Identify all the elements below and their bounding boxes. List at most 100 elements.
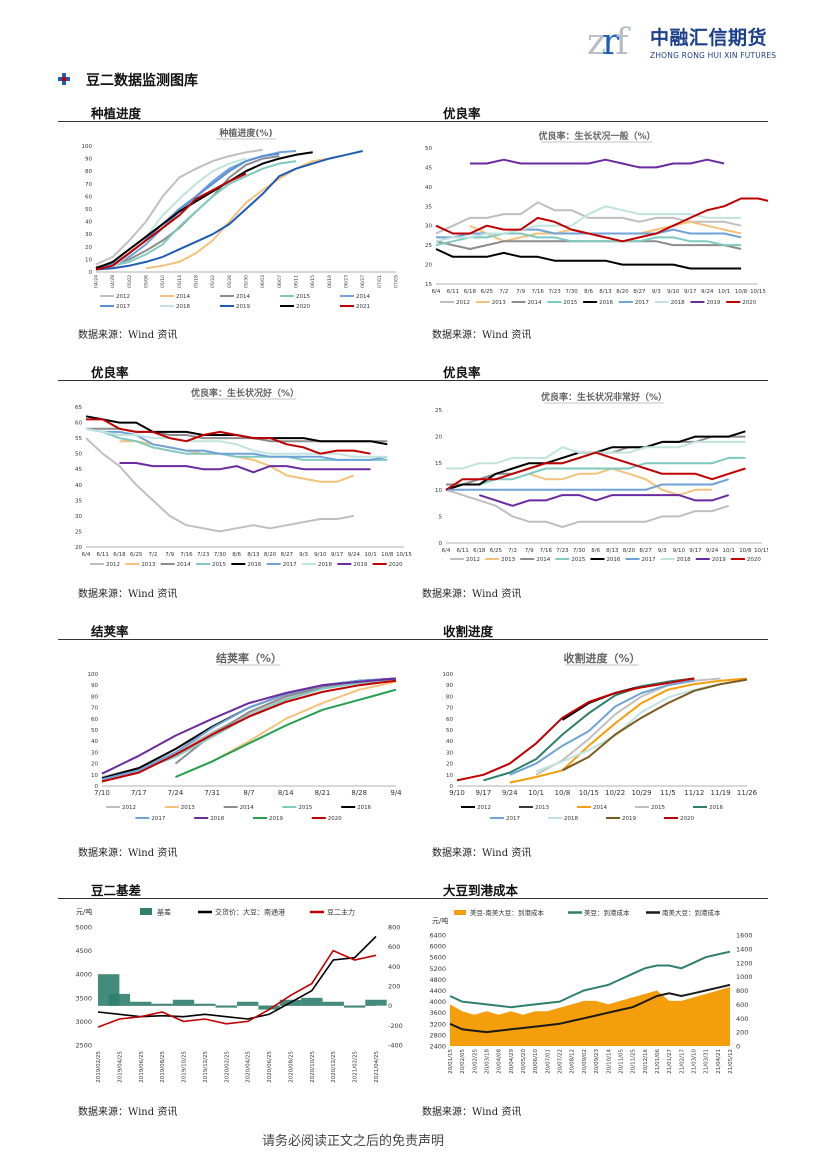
legend-label: 2014: [236, 294, 250, 300]
series-line-2019: [95, 150, 363, 271]
series-line-2016: [483, 677, 695, 782]
x-tick-label: 9/10: [673, 548, 686, 554]
series-line-美豆：到港成本: [449, 950, 731, 1009]
legend-label: 2021: [356, 304, 370, 310]
chart-condition-fair: 优良率：生长状况一般（%） 15 20 25 30 35 40 45 50 6/4 6/11 6/18…: [418, 124, 768, 316]
logo-mark: zrf: [587, 22, 628, 63]
y-tick-label: 35: [75, 498, 82, 504]
y2-tick-label: 600: [736, 1001, 748, 1009]
legend-label: 基差: [157, 908, 171, 917]
x-tick-label: 6/25: [490, 548, 503, 554]
series-line-2012: [445, 488, 730, 528]
legend-label: 2020: [328, 816, 342, 822]
y-tick-label: 4400: [429, 987, 446, 995]
x-tick-label: 9/10: [449, 789, 465, 797]
section-title-condition-excellent: 优良率: [443, 365, 481, 380]
y2-tick-label: -400: [388, 1042, 403, 1050]
y-tick-label: 2800: [429, 1031, 446, 1039]
chart-title: 优良率：生长状况一般（%）: [538, 130, 655, 142]
x-tick-label: 2021/04/25: [374, 1051, 380, 1083]
section-title-planting: 种植进度: [91, 106, 142, 121]
source-note: 数据来源：Wind 资讯: [422, 589, 522, 600]
y-tick-label: 80: [91, 694, 98, 700]
x-tick-label: 9/3: [652, 289, 661, 295]
x-tick-label: 20/09/23: [594, 1049, 600, 1074]
x-tick-label: 06/19: [327, 275, 333, 288]
x-tick-label: 8/27: [633, 289, 646, 295]
x-tick-label: 10/1: [723, 548, 735, 554]
y-tick-label: 60: [91, 717, 98, 723]
y-tick-label: 60: [85, 194, 92, 200]
x-tick-label: 6/18: [113, 552, 126, 558]
x-tick-label: 06/15: [310, 275, 316, 288]
y2-tick-label: 1000: [736, 973, 753, 981]
series-line-2019: [175, 688, 397, 778]
legend-label: 2017: [283, 562, 297, 568]
x-tick-label: 7/17: [131, 789, 147, 797]
x-tick-label: 20/02/05: [460, 1049, 466, 1074]
x-tick-label: 05/18: [194, 275, 200, 288]
y2-tick-label: 1600: [736, 932, 753, 940]
section-divider: [413, 639, 768, 640]
source-note: 数据来源：Wind 资讯: [78, 1107, 178, 1118]
legend-label: 2018: [210, 816, 224, 822]
x-tick-label: 9/24: [348, 552, 361, 558]
x-tick-label: 20/07/01: [545, 1049, 551, 1074]
series-line-2020: [101, 679, 397, 783]
y-tick-label: 30: [91, 750, 98, 756]
legend-label: 2012: [477, 805, 491, 811]
basis-bar: [215, 1005, 237, 1008]
y-tick-label: 4500: [75, 947, 92, 955]
x-tick-label: 21/01/06: [655, 1049, 661, 1074]
legend-label: 2020: [747, 557, 761, 563]
y-tick-label: 6000: [429, 943, 446, 951]
x-tick-label: 05/30: [244, 275, 250, 288]
x-tick-label: 6/18: [464, 289, 477, 295]
basis-bar: [172, 999, 195, 1006]
y-tick-label: 100: [443, 672, 454, 678]
chart-title: 种植进度(%): [218, 127, 272, 139]
x-tick-label: 2020/04/25: [246, 1051, 252, 1083]
x-tick-label: 07/01: [377, 275, 383, 288]
legend-label: 2015: [298, 805, 312, 811]
y2-tick-label: 800: [736, 987, 748, 995]
x-tick-label: 06/23: [344, 275, 350, 288]
y-tick-label: 45: [75, 467, 82, 473]
x-tick-label: 8/20: [264, 552, 277, 558]
x-tick-label: 6/11: [456, 548, 468, 554]
x-tick-label: 20/09/02: [582, 1049, 588, 1074]
x-tick-label: 9/10: [667, 289, 680, 295]
series-line-2015: [112, 160, 297, 267]
y-tick-label: 15: [435, 461, 442, 467]
legend-label: 2014: [593, 805, 607, 811]
legend-label: 2014: [528, 300, 542, 306]
x-tick-label: 06/11: [294, 275, 300, 288]
source-note: 数据来源：Wind 资讯: [432, 848, 532, 859]
legend-label: 2019: [353, 562, 367, 568]
x-tick-label: 11/12: [684, 789, 704, 797]
section-divider: [58, 898, 413, 899]
x-tick-label: 10/15: [579, 789, 599, 797]
basis-bar: [108, 993, 131, 1006]
section-divider: [58, 121, 413, 122]
series-line-2018: [535, 683, 721, 773]
y-tick-label: 3600: [429, 1009, 446, 1017]
y-tick-label: 30: [85, 232, 92, 238]
legend-label: 2016: [606, 557, 620, 563]
y-tick-label: 30: [425, 224, 432, 230]
x-tick-label: 7/9: [525, 548, 534, 554]
y2-tick-label: 0: [736, 1043, 740, 1051]
legend-label: 2019: [712, 557, 726, 563]
y2-tick-label: -200: [388, 1022, 403, 1030]
x-tick-label: 10/1: [364, 552, 376, 558]
x-tick-label: 05/06: [144, 275, 150, 288]
x-tick-label: 21/02/17: [679, 1049, 685, 1074]
series-line-2021: [95, 172, 247, 271]
x-tick-label: 8/21: [315, 789, 331, 797]
y-tick-label: 0: [89, 270, 93, 276]
basis-bar: [130, 1001, 152, 1006]
x-tick-label: 8/7: [243, 789, 254, 797]
legend-label: 2016: [709, 805, 723, 811]
chart-basis: 元/吨 2500 3000 3500 4000 4500 5000 -400 -200 0 200 4…: [70, 901, 415, 1091]
source-note: 数据来源：Wind 资讯: [78, 589, 178, 600]
